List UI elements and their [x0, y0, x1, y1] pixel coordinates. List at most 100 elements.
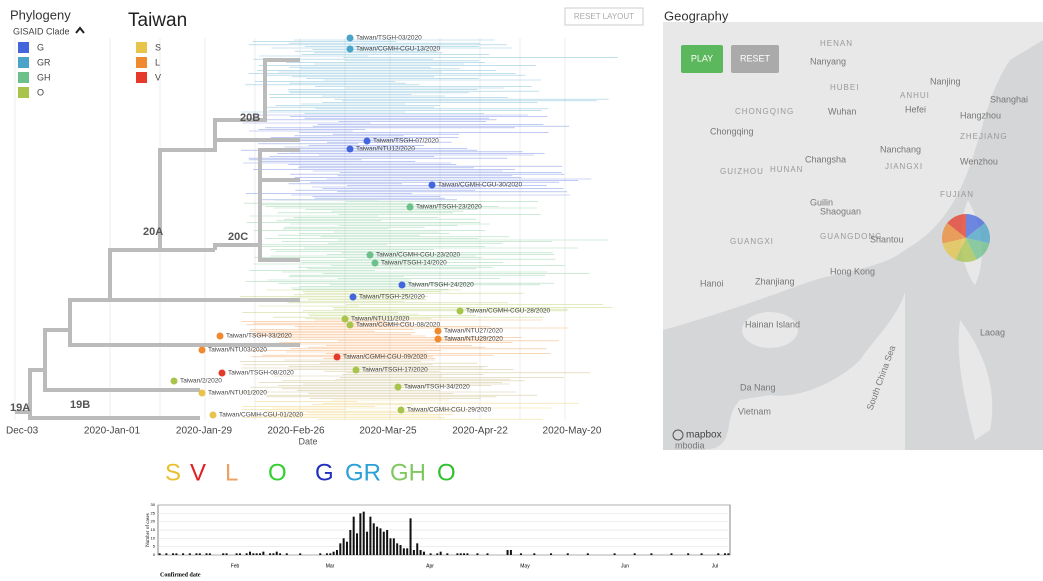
map-label: Hainan Island	[745, 319, 800, 329]
legend-label: GR	[37, 57, 51, 67]
geo-title: Geography	[664, 8, 729, 23]
hainan	[742, 312, 798, 348]
legend-swatch	[18, 72, 29, 83]
legend-title[interactable]: GISAID Clade	[13, 26, 70, 36]
tip-label: Taiwan/TSGH-17/2020	[362, 367, 428, 374]
map-label: HUNAN	[770, 165, 803, 174]
clade-letters: S V L O G GR GH O	[165, 459, 456, 486]
clade-letter: O	[437, 459, 456, 486]
pie-slice	[942, 223, 966, 244]
attribution: mapbox	[686, 430, 722, 441]
sea	[663, 250, 909, 450]
bar	[436, 553, 439, 555]
tip	[216, 332, 224, 340]
bar	[406, 548, 409, 555]
reset-button[interactable]	[731, 45, 779, 73]
map-label: GUANGDONG	[820, 232, 882, 241]
tip	[209, 411, 217, 419]
tip-label: Taiwan/CGMH-CGU-01/2020	[219, 412, 304, 419]
bar	[382, 531, 385, 555]
tip	[434, 335, 442, 343]
legend-label: V	[155, 72, 161, 82]
y-axis-label: Number of cases	[146, 513, 151, 547]
bar	[195, 553, 198, 555]
bar	[208, 553, 211, 555]
tip	[346, 321, 354, 329]
bar	[165, 553, 168, 555]
map-label: GUANGXI	[730, 237, 774, 246]
bar	[419, 550, 422, 555]
mapbox-logo	[672, 429, 684, 441]
pie-slice	[966, 214, 985, 238]
tip	[398, 281, 406, 289]
tip	[397, 406, 405, 414]
bar	[285, 553, 288, 555]
bar	[633, 553, 636, 555]
month-label: Mar	[326, 563, 335, 569]
map-label: Nanchang	[880, 144, 921, 154]
bar	[319, 553, 322, 555]
map-label: ZHEJIANG	[960, 132, 1008, 141]
bar	[175, 553, 178, 555]
reset-layout-button[interactable]	[564, 7, 644, 26]
clade-label: 19B	[70, 399, 90, 411]
collapse-icon[interactable]	[75, 26, 85, 34]
tip	[198, 346, 206, 354]
map-label: Nanyang	[810, 56, 846, 66]
clade-letter: GR	[345, 459, 381, 486]
clade-label: 20A	[143, 226, 163, 238]
play-label: PLAY	[691, 53, 713, 63]
bar	[533, 553, 536, 555]
legend-label: S	[155, 42, 161, 52]
tree: 20B 20A 20C 19A 19B Taiwan/TSGH-03/2020 Taiwan…	[6, 34, 618, 446]
tip-label: Taiwan/CGMH-CGU-13/2020	[356, 46, 441, 53]
bar	[412, 550, 415, 555]
map-label: Hangzhou	[960, 110, 1001, 120]
bar	[402, 548, 405, 555]
bar	[416, 543, 419, 555]
pie-slice	[942, 238, 966, 260]
bar	[299, 553, 302, 555]
pie	[942, 214, 990, 262]
bar	[519, 553, 522, 555]
map-label: Da Nang	[740, 382, 776, 392]
map-label: FUJIAN	[940, 190, 974, 199]
bar	[550, 553, 553, 555]
tip-label: Taiwan/NTU27/2020	[444, 328, 503, 335]
x-axis-label: Date	[298, 436, 317, 446]
bar	[252, 553, 255, 555]
tip-label: Taiwan/NTU11/2020	[351, 316, 410, 323]
reset-label: RESET	[740, 53, 771, 63]
play-button[interactable]	[681, 45, 723, 73]
bar	[275, 551, 278, 555]
bar	[466, 553, 469, 555]
pie-slice	[966, 238, 990, 260]
x-tick-label: Dec-03	[6, 426, 39, 437]
bar	[687, 553, 690, 555]
tip-label: Taiwan/CGMH-CGU-29/2020	[407, 407, 492, 414]
y-tick-label: 5	[153, 544, 156, 549]
bar	[486, 553, 489, 555]
map-label: Laoag	[980, 327, 1005, 337]
tip	[349, 293, 357, 301]
legend-label: O	[37, 87, 44, 97]
tip-label: Taiwan/NTU03/2020	[208, 347, 267, 354]
bar	[259, 553, 262, 555]
tip	[218, 369, 226, 377]
bar	[700, 553, 703, 555]
bar	[238, 553, 241, 555]
bar	[506, 550, 509, 555]
tip-label: Taiwan/CGMH-CGU-30/2020	[438, 182, 523, 189]
month-label: Apr	[426, 563, 434, 569]
map-label: Nanjing	[930, 76, 961, 86]
month-label: Jun	[621, 563, 629, 569]
tip-label: Taiwan/NTU29/2020	[444, 336, 503, 343]
tree-backbone	[15, 58, 300, 420]
bar	[439, 551, 442, 555]
clade-letter: G	[315, 459, 334, 486]
y-tick-label: 0	[153, 552, 156, 557]
tip-label: Taiwan/TSGH-08/2020	[228, 370, 294, 377]
bar	[325, 553, 328, 555]
bar	[172, 553, 175, 555]
